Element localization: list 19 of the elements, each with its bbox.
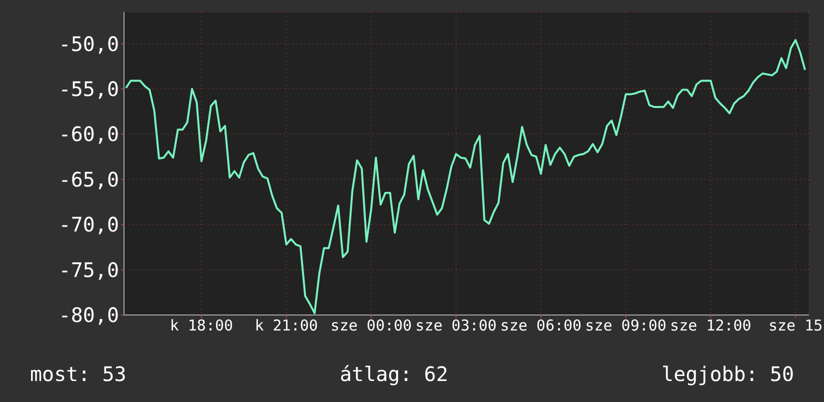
x-tick-label: k 21:00 (254, 316, 318, 335)
y-tick-label: -80,0 (58, 303, 119, 328)
y-tick-label: -60,0 (58, 122, 119, 146)
x-tick-label: sze 06:00 (500, 316, 582, 335)
x-tick-label: sze 15 (768, 316, 823, 335)
x-tick-label: sze 12:00 (670, 316, 752, 335)
line-series (125, 39, 806, 314)
y-tick-label: -70,0 (58, 212, 119, 237)
text: most: 53 (30, 362, 126, 386)
y-tick-label: -75,0 (58, 258, 119, 282)
text: átlag: 62 (340, 362, 448, 386)
x-tick-label: sze 03:00 (415, 316, 497, 335)
x-tick-label: sze 00:00 (330, 316, 412, 335)
y-tick-label: -55,0 (58, 76, 119, 101)
text: legjobb: 50 (662, 362, 794, 386)
y-tick-label: -50,0 (58, 32, 119, 56)
x-tick-label: sze 09:00 (585, 316, 666, 335)
y-tick-label: -65,0 (58, 167, 119, 192)
x-tick-label: k 18:00 (170, 316, 234, 335)
